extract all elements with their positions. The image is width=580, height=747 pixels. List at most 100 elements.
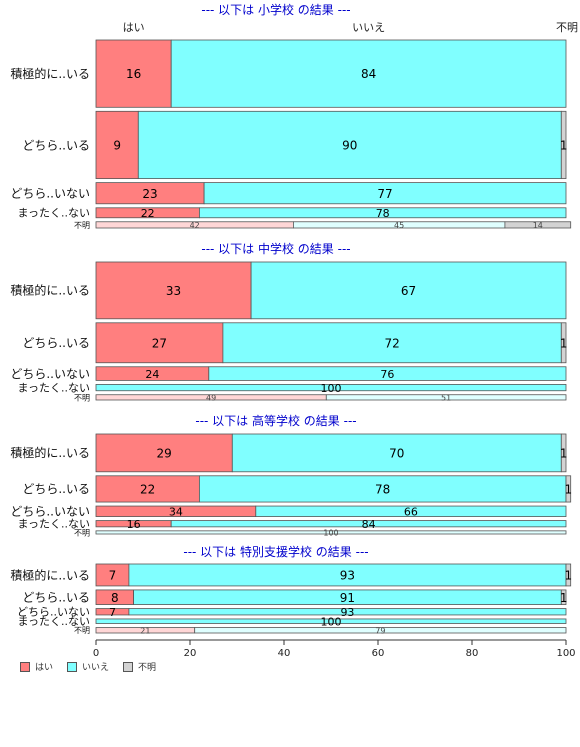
bar-p3-r4-no [170,520,567,528]
data-label-p3-r1-unknown: 1 [560,446,568,460]
data-label-p4-r2-yes: 8 [111,591,119,605]
data-label-p3-r1-yes: 29 [157,446,172,460]
row-label-p3-r5: 不明 [74,528,90,537]
header-label-unknown: 不明 [556,21,578,34]
data-label-p1-r3-yes: 23 [142,187,157,201]
x-tick-label-60: 60 [372,648,385,659]
data-label-p4-r5-no: 79 [375,626,385,635]
x-tick-label-80: 80 [466,648,479,659]
bar-p1-r1-yes [95,39,172,108]
bar-p2-r3-no [208,366,567,381]
data-label-p1-r2-unknown: 1 [560,139,568,153]
bar-p3-r3-no [255,505,567,517]
legend-item-unknown: 不明 [123,660,156,673]
legend-swatch-yes [20,661,30,672]
data-label-p2-r1-yes: 33 [166,284,181,298]
bar-p4-r2-unknown [560,589,567,605]
bar-p2-r5-no [325,394,567,401]
data-label-p1-r3-no: 77 [377,187,392,201]
data-label-p2-r1-no: 67 [401,284,416,298]
bar-p2-r1-yes [95,261,252,320]
row-label-p4-r2: どちら..いる [22,591,90,605]
data-label-p4-r1-no: 93 [340,569,355,583]
bar-p4-r4-no [95,618,567,624]
panel-title-2: --- 以下は 中学校 の結果 --- [201,241,350,256]
data-label-p3-r3-no: 66 [404,505,418,518]
data-label-p1-r5-yes: 42 [190,221,200,230]
bar-p4-r3-no [128,608,567,616]
data-label-p3-r4-no: 84 [362,518,376,531]
bar-p3-r1-unknown [560,433,567,473]
row-label-p4-r1: 積極的に..いる [10,567,90,582]
data-label-p1-r1-yes: 16 [126,67,141,81]
bar-p3-r1-yes [95,433,233,473]
row-label-p4-r4: まったく..ない [17,615,90,628]
data-label-p3-r5-no: 100 [323,528,338,537]
data-label-p3-r4-yes: 16 [127,518,141,531]
bar-p1-r2-no [137,110,562,180]
data-label-p3-r2-yes: 22 [140,482,155,496]
data-label-p2-r5-yes: 49 [206,393,216,402]
legend-label-no: いいえ [82,663,110,673]
bar-p1-r4-no [198,207,567,219]
data-label-p1-r5-unknown: 14 [533,221,543,230]
row-label-p1-r3: どちら..いない [10,187,90,201]
bar-p2-r2-yes [95,322,224,364]
panel-title-1: --- 以下は 小学校 の結果 --- [201,2,350,17]
x-tick-label-0: 0 [93,648,99,659]
row-label-p3-r1: 積極的に..いる [10,445,90,460]
bar-p3-r5-no [95,530,567,535]
data-label-p4-r1-unknown: 1 [565,569,573,583]
row-label-p1-r2: どちら..いる [22,138,90,152]
data-label-p1-r4-yes: 22 [141,207,155,220]
data-label-p3-r2-unknown: 1 [565,482,573,496]
data-label-p3-r1-no: 70 [389,446,404,460]
bar-p1-r5-unknown [504,221,572,229]
row-label-p1-r4: まったく..ない [17,207,90,220]
row-label-p1-r5: 不明 [74,221,90,230]
bar-p1-r2-yes [95,110,139,180]
data-label-p2-r5-no: 51 [441,393,451,402]
data-label-p2-r2-no: 72 [384,336,399,350]
row-label-p1-r1: 積極的に..いる [10,66,90,81]
bar-p2-r2-no [222,322,562,364]
row-label-p2-r4: まったく..ない [17,382,90,395]
data-label-p2-r3-no: 76 [380,368,394,381]
legend-item-yes: はい [20,660,53,673]
data-label-p1-r5-no: 45 [394,221,404,230]
row-label-p3-r3: どちら..いない [10,505,90,519]
header-label-yes: はい [123,21,145,34]
row-label-p2-r1: 積極的に..いる [10,283,90,298]
data-label-p2-r2-unknown: 1 [560,336,568,350]
legend-swatch-unknown [123,661,134,672]
bar-p3-r2-no [198,475,567,503]
legend: はい いいえ 不明 [20,660,156,673]
row-label-p3-r2: どちら..いる [22,482,90,496]
data-label-p4-r2-unknown: 1 [560,591,568,605]
bar-p3-r2-unknown [565,475,572,503]
data-label-p4-r5-yes: 21 [140,626,150,635]
row-label-p3-r4: まったく..ない [17,518,90,531]
data-label-p1-r4-no: 78 [376,207,390,220]
data-label-p4-r2-no: 91 [340,591,355,605]
panel-title-4: --- 以下は 特別支援学校 の結果 --- [183,544,368,559]
bar-p3-r1-no [231,433,562,473]
bar-p4-r1-unknown [565,563,572,587]
bar-p2-r2-unknown [560,322,567,364]
bar-p2-r1-no [250,261,567,320]
data-label-p4-r4-no: 100 [321,615,342,628]
data-label-p4-r1-yes: 7 [109,569,117,583]
legend-swatch-no [67,661,78,672]
data-label-p3-r2-no: 78 [375,482,390,496]
data-label-p2-r2-yes: 27 [152,336,167,350]
legend-item-no: いいえ [67,660,109,673]
row-label-p2-r3: どちら..いない [10,367,90,381]
x-tick-label-20: 20 [184,648,197,659]
bar-p1-r3-no [203,182,567,205]
bar-p1-r2-unknown [560,110,567,180]
panel-title-3: --- 以下は 高等学校 の結果 --- [195,413,356,428]
data-label-p1-r2-no: 90 [342,139,357,153]
data-label-p4-r3-yes: 7 [109,606,116,619]
data-label-p4-r3-no: 93 [340,606,354,619]
